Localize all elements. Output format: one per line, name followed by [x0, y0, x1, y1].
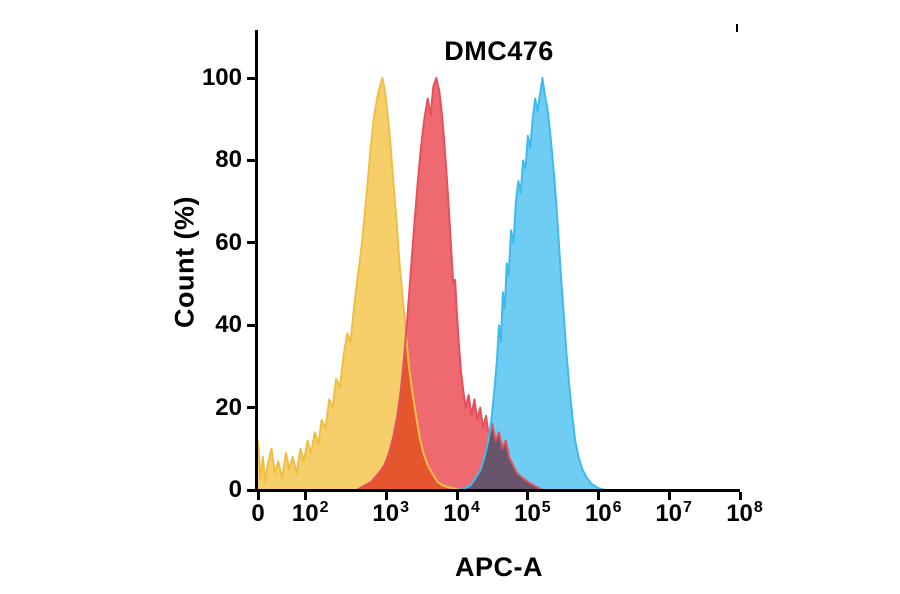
x-tick-label: 105: [514, 499, 551, 527]
x-tick-label: 102: [291, 499, 329, 527]
x-tick-mark: [738, 492, 742, 500]
y-tick-label: 80: [215, 146, 242, 174]
yellow-histogram-outline: [258, 77, 461, 490]
y-tick-mark: [247, 76, 255, 80]
x-tick-exponent: 7: [683, 499, 692, 516]
red-histogram-outline: [356, 77, 543, 490]
y-tick-mark: [247, 406, 255, 410]
x-tick-label: 104: [443, 499, 480, 527]
x-axis-spine: [255, 489, 740, 492]
y-tick-mark: [247, 323, 255, 327]
histogram-canvas: [258, 77, 606, 490]
x-tick-exponent: 5: [541, 499, 551, 516]
x-tick-mark: [304, 492, 308, 500]
x-tick-exponent: 2: [319, 499, 329, 516]
x-axis-label: APC-A: [455, 552, 543, 582]
x-tick-label: 107: [655, 499, 692, 527]
x-tick-mark: [384, 492, 388, 500]
y-tick-mark: [247, 488, 255, 492]
x-tick-label: 108: [726, 499, 763, 527]
x-tick-label: 106: [584, 499, 622, 527]
blue-histogram-outline: [460, 77, 606, 490]
y-tick-label: 20: [215, 393, 242, 421]
y-tick-label: 60: [215, 228, 242, 256]
x-tick-exponent: 3: [400, 499, 409, 516]
x-tick-mark: [667, 492, 671, 500]
y-tick-label: 40: [215, 311, 242, 339]
y-tick-mark: [247, 241, 255, 245]
red-histogram-fill: [356, 78, 543, 490]
y-tick-label: 100: [201, 64, 242, 91]
x-tick-label: 0: [251, 500, 265, 527]
chart-title: DMC476: [444, 36, 554, 66]
x-tick-exponent: 6: [612, 499, 622, 516]
y-axis-spine: [255, 30, 258, 492]
y-tick-label: 0: [228, 476, 242, 503]
top-right-tick: [736, 24, 738, 32]
x-tick-mark: [256, 492, 260, 500]
x-tick-label: 103: [372, 499, 409, 527]
x-tick-mark: [526, 492, 530, 500]
x-tick-exponent: 4: [470, 499, 480, 516]
y-tick-mark: [247, 158, 255, 162]
y-axis-label: Count (%): [169, 196, 200, 328]
x-tick-mark: [455, 492, 459, 500]
x-tick-exponent: 8: [753, 499, 763, 516]
x-tick-mark: [597, 492, 601, 500]
